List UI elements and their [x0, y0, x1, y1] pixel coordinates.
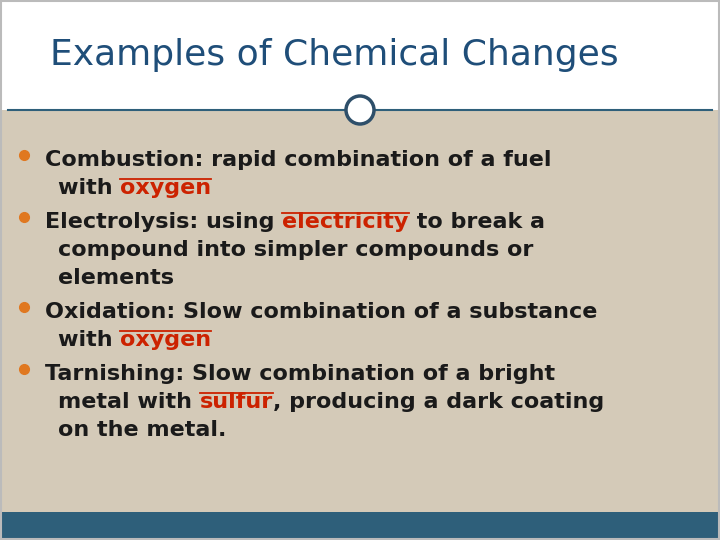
- Text: Combustion: rapid combination of a fuel: Combustion: rapid combination of a fuel: [45, 150, 552, 170]
- Text: Electrolysis: using: Electrolysis: using: [45, 212, 282, 232]
- Text: with: with: [58, 330, 120, 350]
- Text: oxygen: oxygen: [120, 178, 212, 198]
- Text: compound into simpler compounds or: compound into simpler compounds or: [58, 240, 534, 260]
- FancyBboxPatch shape: [0, 110, 720, 512]
- Text: , producing a dark coating: , producing a dark coating: [273, 392, 604, 412]
- Text: elements: elements: [58, 268, 174, 288]
- Text: sulfur: sulfur: [199, 392, 273, 412]
- Text: metal with: metal with: [58, 392, 199, 412]
- Text: Oxidation: Slow combination of a substance: Oxidation: Slow combination of a substan…: [45, 302, 598, 322]
- Text: with: with: [58, 178, 120, 198]
- Text: oxygen: oxygen: [120, 330, 212, 350]
- Circle shape: [346, 96, 374, 124]
- FancyBboxPatch shape: [0, 0, 720, 110]
- FancyBboxPatch shape: [0, 512, 720, 540]
- Text: electricity: electricity: [282, 212, 409, 232]
- Text: Tarnishing: Slow combination of a bright: Tarnishing: Slow combination of a bright: [45, 364, 555, 384]
- Text: on the metal.: on the metal.: [58, 420, 226, 440]
- Text: Examples of Chemical Changes: Examples of Chemical Changes: [50, 38, 618, 72]
- Text: to break a: to break a: [409, 212, 544, 232]
